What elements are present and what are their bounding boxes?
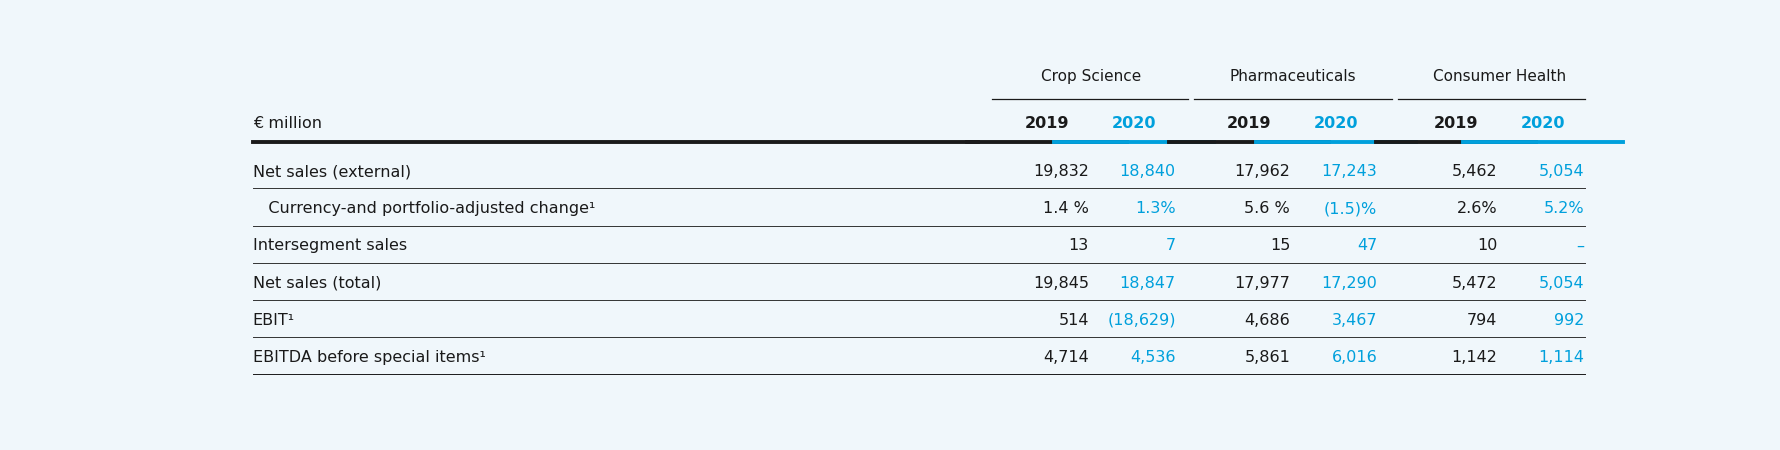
Text: 514: 514 bbox=[1059, 313, 1089, 328]
Text: 992: 992 bbox=[1554, 313, 1584, 328]
Text: 10: 10 bbox=[1477, 238, 1497, 253]
Text: 3,467: 3,467 bbox=[1331, 313, 1378, 328]
Text: 4,714: 4,714 bbox=[1043, 350, 1089, 365]
Text: 5,861: 5,861 bbox=[1244, 350, 1290, 365]
Text: 18,847: 18,847 bbox=[1120, 275, 1177, 291]
Text: 47: 47 bbox=[1356, 238, 1378, 253]
Text: 2019: 2019 bbox=[1226, 116, 1271, 131]
Text: 1.4 %: 1.4 % bbox=[1043, 202, 1089, 216]
Text: 17,962: 17,962 bbox=[1234, 164, 1290, 179]
Text: (1.5)%: (1.5)% bbox=[1324, 202, 1378, 216]
Text: Net sales (total): Net sales (total) bbox=[253, 275, 381, 291]
Text: 2020: 2020 bbox=[1520, 116, 1565, 131]
Text: 2020: 2020 bbox=[1112, 116, 1157, 131]
Text: 17,290: 17,290 bbox=[1321, 275, 1378, 291]
Text: 19,832: 19,832 bbox=[1032, 164, 1089, 179]
Text: 5,054: 5,054 bbox=[1538, 275, 1584, 291]
Text: 2019: 2019 bbox=[1025, 116, 1070, 131]
Text: 5,462: 5,462 bbox=[1451, 164, 1497, 179]
Text: 17,977: 17,977 bbox=[1234, 275, 1290, 291]
Text: 794: 794 bbox=[1467, 313, 1497, 328]
Text: Intersegment sales: Intersegment sales bbox=[253, 238, 408, 253]
Text: 4,686: 4,686 bbox=[1244, 313, 1290, 328]
Text: 13: 13 bbox=[1068, 238, 1089, 253]
Text: Pharmaceuticals: Pharmaceuticals bbox=[1230, 69, 1356, 84]
Text: € million: € million bbox=[253, 116, 322, 131]
Text: 18,840: 18,840 bbox=[1120, 164, 1177, 179]
Text: 19,845: 19,845 bbox=[1032, 275, 1089, 291]
Text: –: – bbox=[1575, 238, 1584, 253]
Text: 5.6 %: 5.6 % bbox=[1244, 202, 1290, 216]
Text: 5.2%: 5.2% bbox=[1543, 202, 1584, 216]
Text: 17,243: 17,243 bbox=[1321, 164, 1378, 179]
Text: 2.6%: 2.6% bbox=[1456, 202, 1497, 216]
Text: 2020: 2020 bbox=[1314, 116, 1358, 131]
Text: 7: 7 bbox=[1166, 238, 1177, 253]
Text: 2019: 2019 bbox=[1433, 116, 1477, 131]
Text: (18,629): (18,629) bbox=[1107, 313, 1177, 328]
Text: Net sales (external): Net sales (external) bbox=[253, 164, 411, 179]
Text: 4,536: 4,536 bbox=[1130, 350, 1177, 365]
Text: 5,054: 5,054 bbox=[1538, 164, 1584, 179]
Text: Currency-and portfolio-adjusted change¹: Currency-and portfolio-adjusted change¹ bbox=[253, 202, 595, 216]
Text: 15: 15 bbox=[1269, 238, 1290, 253]
Text: Consumer Health: Consumer Health bbox=[1433, 69, 1566, 84]
Text: 1,142: 1,142 bbox=[1451, 350, 1497, 365]
Text: EBITDA before special items¹: EBITDA before special items¹ bbox=[253, 350, 486, 365]
Text: 5,472: 5,472 bbox=[1451, 275, 1497, 291]
Text: Crop Science: Crop Science bbox=[1041, 69, 1141, 84]
Text: 6,016: 6,016 bbox=[1331, 350, 1378, 365]
Text: 1.3%: 1.3% bbox=[1136, 202, 1177, 216]
Text: 1,114: 1,114 bbox=[1538, 350, 1584, 365]
Text: EBIT¹: EBIT¹ bbox=[253, 313, 295, 328]
